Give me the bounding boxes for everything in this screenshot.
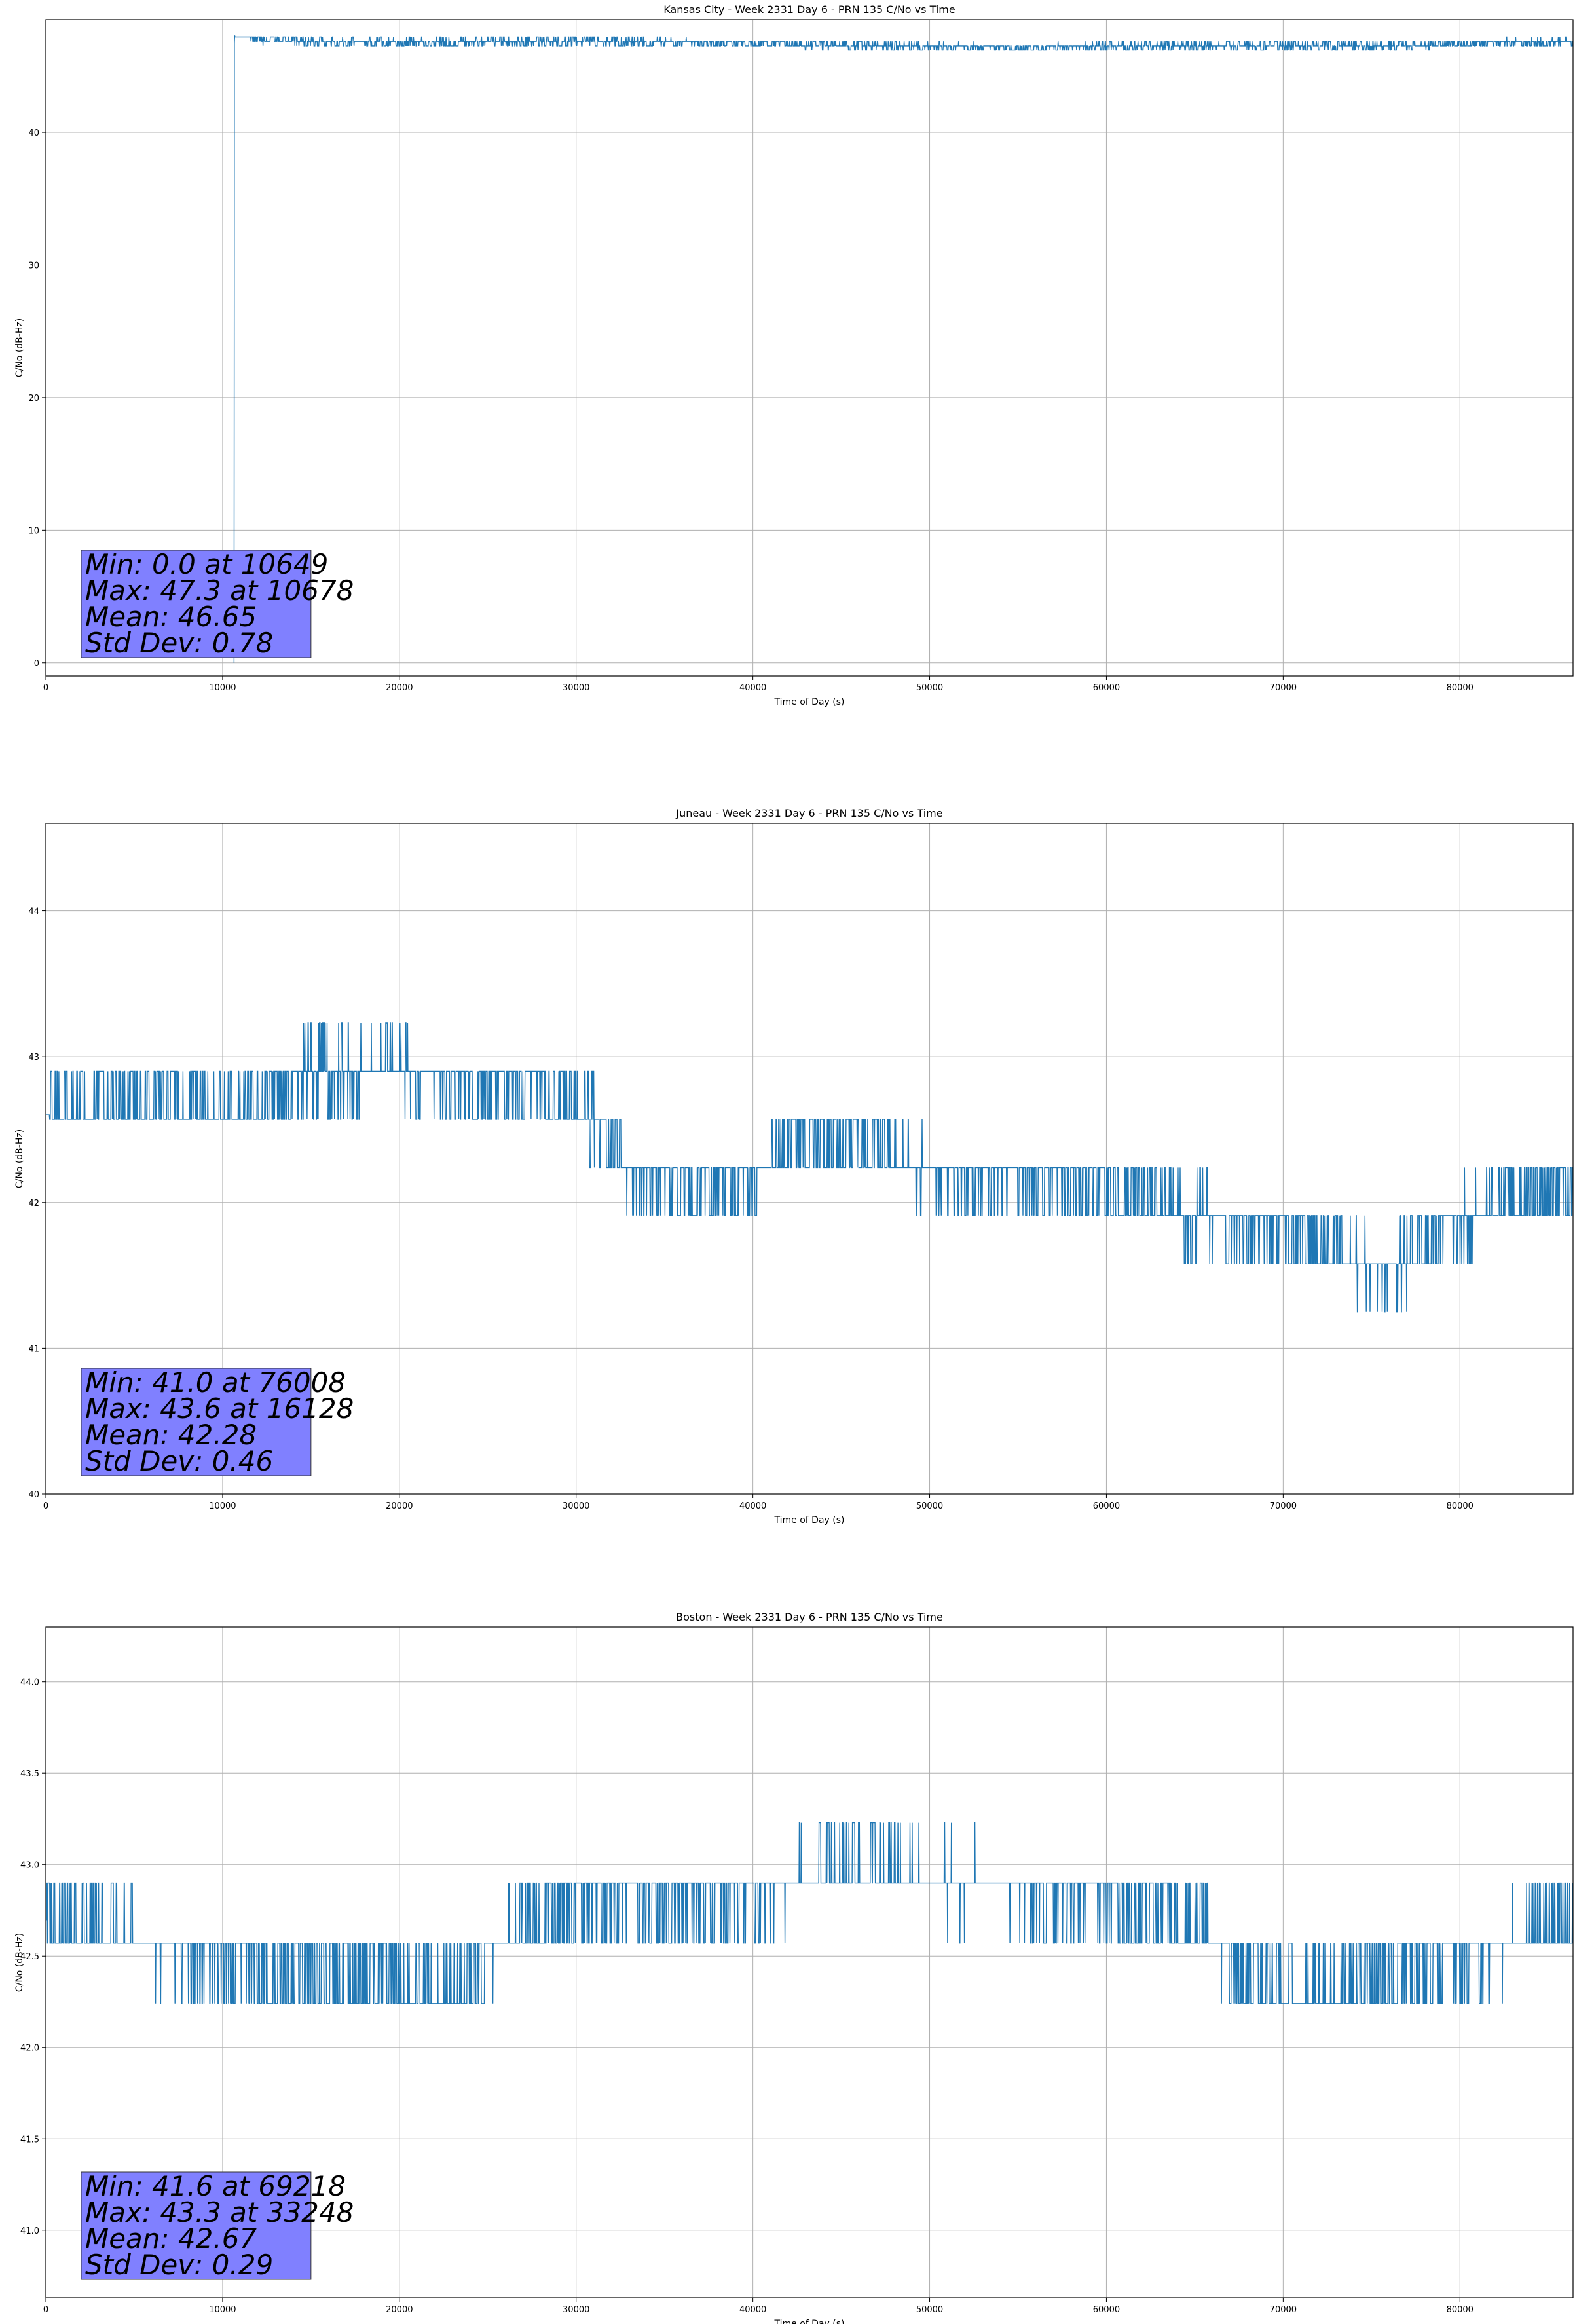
- chart-title: Boston - Week 2331 Day 6 - PRN 135 C/No …: [676, 1611, 943, 1623]
- chart-title: Kansas City - Week 2331 Day 6 - PRN 135 …: [663, 3, 955, 16]
- x-tick-label-2: 20000: [386, 2305, 413, 2315]
- y-tick-label-4: 40: [28, 128, 39, 138]
- chart-panel-1: 0 10000 20000 30000 40000 50000 60000 70000 8000…: [14, 3, 1574, 707]
- x-axis-label: Time of Day (s): [774, 697, 845, 707]
- x-tick-label-5: 50000: [916, 2305, 943, 2315]
- axes-frame: [45, 823, 1574, 1495]
- y-tick-label-1: 10: [28, 526, 39, 536]
- x-tick-label-7: 70000: [1270, 2305, 1297, 2315]
- axes-frame: [45, 19, 1574, 677]
- x-tick-label-8: 80000: [1447, 683, 1474, 693]
- series-line-1: [46, 1822, 1573, 2004]
- x-tick-label-6: 60000: [1093, 683, 1120, 693]
- chart-panel-3: 0 10000 20000 30000 40000 50000 60000 70000 8000…: [14, 1611, 1574, 2324]
- y-tick-label-0: 40: [28, 1490, 39, 1500]
- stats-box-background: [81, 1368, 312, 1476]
- chart-title: Juneau - Week 2331 Day 6 - PRN 135 C/No …: [675, 807, 942, 819]
- series-line-1: [46, 1022, 1573, 1313]
- stats-line-1: Min: 41.0 at 76008: [85, 1366, 346, 1398]
- stats-line-3: Mean: 46.65: [85, 601, 257, 633]
- stats-line-2: Max: 47.3 at 10678: [85, 574, 354, 607]
- y-tick-label-1: 41: [28, 1344, 39, 1354]
- y-tick-label-3: 30: [28, 261, 39, 271]
- y-tick-label-2: 42.0: [20, 2044, 39, 2053]
- x-axis-label: Time of Day (s): [774, 1515, 845, 1526]
- stats-line-2: Max: 43.6 at 16128: [85, 1393, 354, 1425]
- stats-line-3: Mean: 42.28: [85, 1419, 257, 1451]
- x-tick-label-3: 30000: [563, 1501, 589, 1511]
- x-tick-label-0: 0: [43, 683, 48, 693]
- y-tick-label-2: 42: [28, 1199, 39, 1209]
- x-tick-label-6: 60000: [1093, 1501, 1120, 1511]
- x-tick-label-8: 80000: [1447, 2305, 1474, 2315]
- x-tick-label-4: 40000: [739, 683, 766, 693]
- y-tick-label-3: 43: [28, 1053, 39, 1062]
- y-tick-label-0: 0: [34, 659, 39, 669]
- x-tick-label-0: 0: [43, 2305, 48, 2315]
- stats-box-background: [81, 550, 312, 658]
- x-tick-label-3: 30000: [563, 683, 589, 693]
- chart-panel-2: 0 10000 20000 30000 40000 50000 60000 70000 8000…: [14, 807, 1574, 1526]
- x-tick-label-4: 40000: [739, 2305, 766, 2315]
- x-tick-label-7: 70000: [1270, 1501, 1297, 1511]
- y-axis-label: C/No (dB-Hz): [14, 1933, 25, 1992]
- x-tick-label-1: 10000: [209, 1501, 236, 1511]
- y-tick-label-5: 43.5: [20, 1769, 39, 1779]
- x-tick-label-1: 10000: [209, 2305, 236, 2315]
- x-axis-label: Time of Day (s): [774, 2319, 845, 2324]
- series-line-1: [233, 35, 1573, 663]
- y-tick-label-4: 44: [28, 907, 39, 917]
- stats-line-4: Std Dev: 0.46: [85, 1445, 273, 1477]
- y-tick-label-0: 41.0: [20, 2226, 39, 2236]
- x-tick-label-2: 20000: [386, 683, 413, 693]
- x-tick-label-6: 60000: [1093, 2305, 1120, 2315]
- x-tick-label-8: 80000: [1447, 1501, 1474, 1511]
- stats-line-1: Min: 41.6 at 69218: [85, 2170, 346, 2202]
- stats-line-2: Max: 43.3 at 33248: [85, 2196, 354, 2228]
- y-tick-label-2: 20: [28, 394, 39, 403]
- x-tick-label-5: 50000: [916, 683, 943, 693]
- stats-line-4: Std Dev: 0.78: [85, 627, 273, 659]
- stats-line-1: Min: 0.0 at 10649: [85, 548, 328, 580]
- x-tick-label-7: 70000: [1270, 683, 1297, 693]
- x-tick-label-3: 30000: [563, 2305, 589, 2315]
- x-tick-label-4: 40000: [739, 1501, 766, 1511]
- y-tick-label-3: 42.5: [20, 1952, 39, 1962]
- stats-box-background: [81, 2171, 312, 2280]
- y-axis-label: C/No (dB-Hz): [14, 1129, 25, 1188]
- stats-line-4: Std Dev: 0.29: [85, 2249, 273, 2281]
- y-axis-label: C/No (dB-Hz): [14, 318, 25, 377]
- stats-line-3: Mean: 42.67: [85, 2222, 257, 2255]
- y-tick-label-1: 41.5: [20, 2135, 39, 2145]
- axes-frame: [45, 1626, 1574, 2298]
- x-tick-label-2: 20000: [386, 1501, 413, 1511]
- x-tick-label-1: 10000: [209, 683, 236, 693]
- y-tick-label-4: 43.0: [20, 1861, 39, 1871]
- y-tick-label-6: 44.0: [20, 1678, 39, 1688]
- x-tick-label-0: 0: [43, 1501, 48, 1511]
- x-tick-label-5: 50000: [916, 1501, 943, 1511]
